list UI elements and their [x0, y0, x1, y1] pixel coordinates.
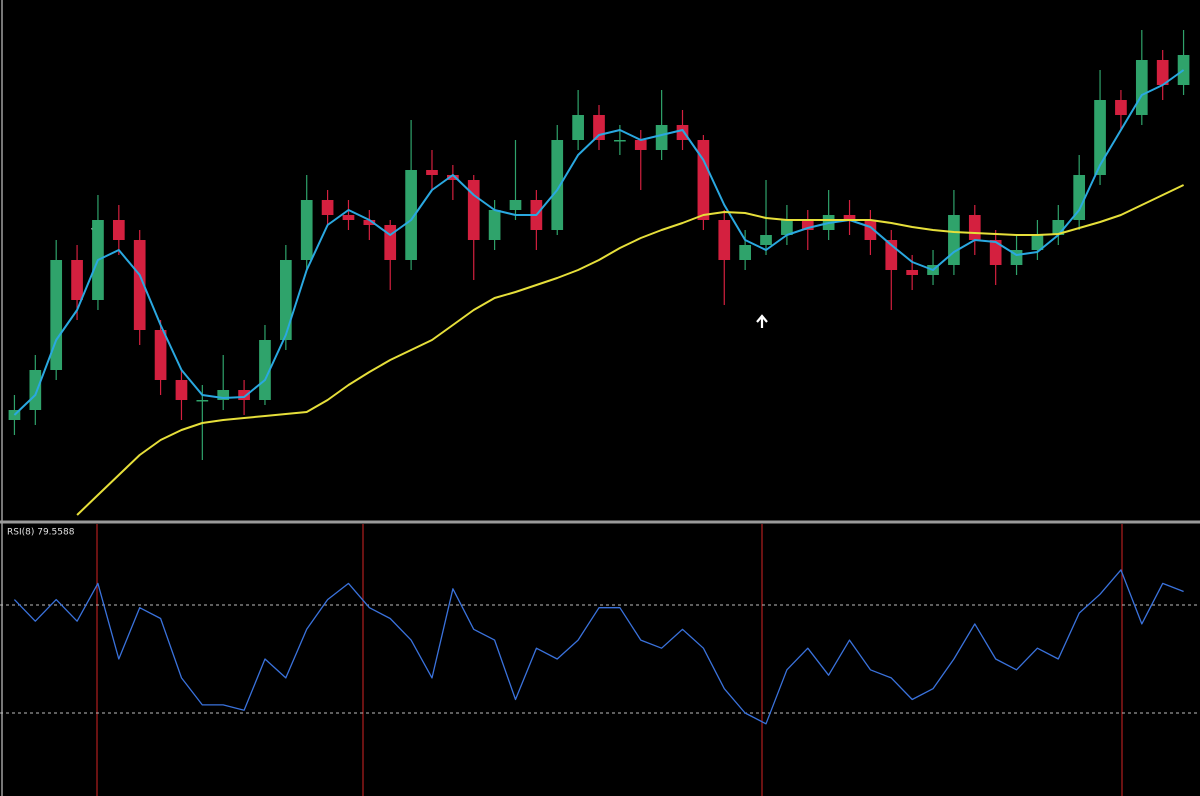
candle-body	[259, 340, 271, 400]
candle-body	[634, 140, 647, 150]
candle-body	[447, 175, 459, 180]
candle-body	[321, 200, 334, 215]
candle-body	[342, 215, 355, 220]
rsi-line	[13, 569, 1184, 725]
candle-body	[1115, 100, 1127, 115]
candle-body	[614, 140, 626, 142]
candle-body	[1031, 235, 1044, 250]
candle-body	[71, 260, 83, 300]
candle-body	[885, 240, 898, 270]
candle-body	[718, 220, 731, 260]
candle-body	[29, 370, 42, 410]
candle-body	[593, 115, 605, 140]
candle-body	[697, 140, 710, 220]
buy-arrow	[756, 314, 768, 328]
candles	[8, 30, 1190, 460]
signal-lines	[96, 524, 1123, 796]
candle-body	[363, 220, 376, 225]
candle-body	[1094, 100, 1106, 175]
candle-body	[948, 215, 960, 265]
candle-body	[238, 390, 250, 400]
indicator-label: RSI(8) 79.5588	[7, 528, 75, 538]
candle-body	[175, 380, 188, 400]
candle-body	[1073, 175, 1086, 220]
candle-body	[488, 210, 501, 240]
candle-body	[1135, 60, 1148, 115]
candle-body	[906, 270, 919, 275]
candle-body	[551, 140, 564, 230]
candle-body	[655, 125, 668, 150]
candle-body	[426, 170, 438, 175]
candle-body	[467, 180, 480, 240]
candle-body	[154, 330, 167, 380]
candle-body	[384, 225, 397, 260]
candle-body	[112, 220, 125, 240]
candle-body	[279, 260, 292, 340]
candle-body	[801, 220, 814, 230]
candle-body	[217, 390, 230, 400]
moving-average	[76, 184, 1185, 516]
candle-body	[843, 215, 856, 220]
candle-body	[1156, 60, 1169, 85]
candle-body	[739, 245, 751, 260]
candle-body	[968, 215, 981, 240]
moving-average	[13, 69, 1185, 416]
candle-body	[405, 170, 417, 260]
candle-body	[1010, 250, 1023, 265]
candle-body	[133, 240, 146, 330]
candle-body	[989, 240, 1002, 265]
candle-body	[676, 125, 689, 140]
candle-body	[781, 220, 793, 235]
candle-body	[300, 200, 313, 260]
candle-body	[572, 115, 584, 140]
candle-body	[864, 220, 877, 240]
candle-body	[509, 200, 522, 210]
candle-body	[760, 235, 772, 245]
candle-body	[196, 400, 209, 402]
candle-body	[50, 260, 63, 370]
candle-body	[1052, 220, 1065, 235]
